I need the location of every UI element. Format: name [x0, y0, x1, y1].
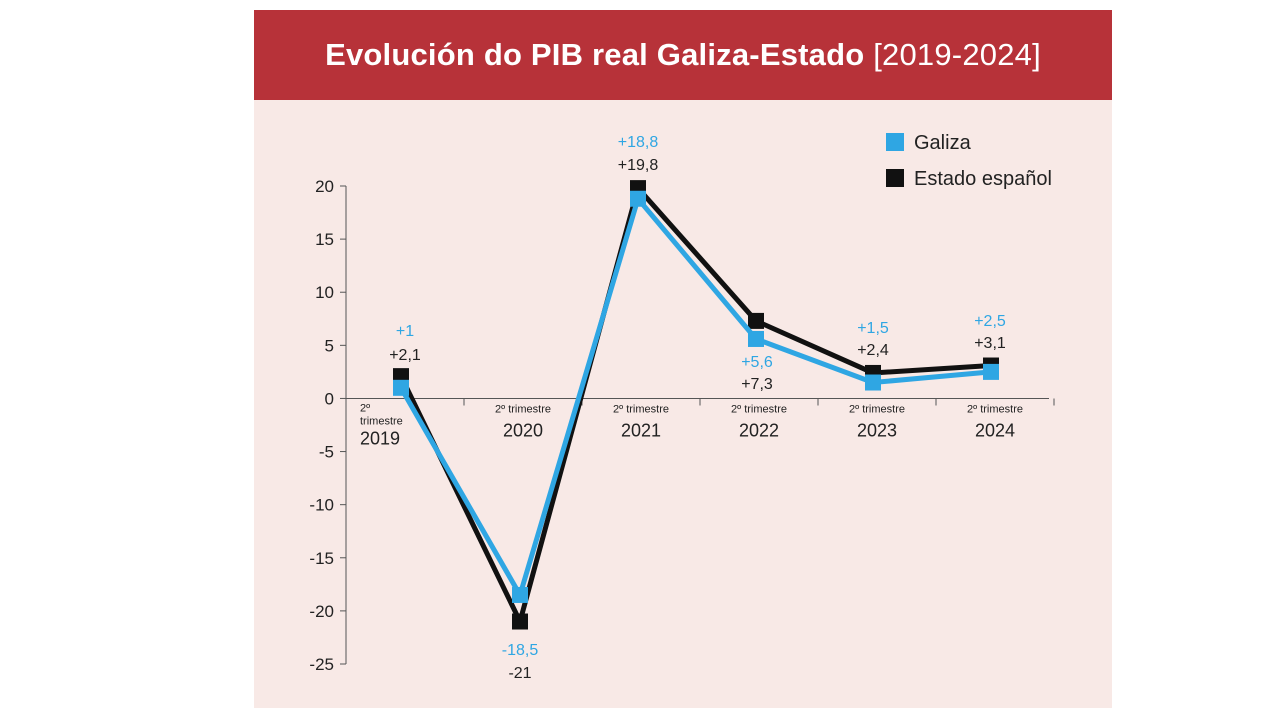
series-line-estado	[398, 183, 992, 629]
marker-estado	[512, 613, 528, 630]
y-tick-label: 5	[325, 336, 334, 355]
data-label-estado: +2,1	[389, 347, 421, 364]
x-cat-label-year: 2023	[857, 420, 897, 440]
marker-galiza	[630, 190, 646, 207]
marker-galiza	[393, 379, 409, 396]
y-tick-label: -5	[319, 443, 334, 462]
data-label-galiza: +2,5	[974, 313, 1006, 330]
x-cat-label-top: 2º	[360, 402, 370, 414]
data-label-estado: -21	[508, 665, 531, 682]
legend-label-estado: Estado español	[914, 168, 1052, 190]
legend-label-galiza: Galiza	[914, 132, 972, 154]
x-cat-label-top: 2º trimestre	[731, 403, 787, 415]
chart-title-years: [2019-2024]	[873, 37, 1041, 72]
y-tick-label: -15	[309, 549, 334, 568]
y-tick-label: -25	[309, 655, 334, 674]
chart-card: Evolución do PIB real Galiza-Estado [201…	[254, 10, 1112, 708]
y-tick-label: 0	[325, 389, 334, 408]
x-cat-label-mid: trimestre	[360, 415, 403, 427]
marker-galiza	[983, 363, 999, 380]
x-cat-label-top: 2º trimestre	[495, 403, 551, 415]
x-cat-label-year: 2021	[621, 420, 661, 440]
marker-galiza	[865, 374, 881, 391]
marker-galiza	[512, 586, 528, 603]
data-label-estado: +19,8	[618, 157, 659, 174]
data-label-estado: +7,3	[741, 376, 773, 393]
data-label-galiza: -18,5	[502, 642, 539, 659]
data-label-estado: +2,4	[857, 342, 889, 359]
y-tick-label: -10	[309, 496, 334, 515]
data-label-galiza: +1,5	[857, 320, 889, 337]
x-cat-label-year: 2019	[360, 428, 400, 448]
marker-galiza	[748, 330, 764, 347]
x-cat-label-top: 2º trimestre	[849, 403, 905, 415]
x-cat-label-top: 2º trimestre	[613, 403, 669, 415]
y-tick-label: 15	[315, 230, 334, 249]
x-cat-label-year: 2022	[739, 420, 779, 440]
data-label-galiza: +1	[396, 323, 414, 340]
data-label-galiza: +5,6	[741, 354, 773, 371]
legend-swatch-galiza	[886, 133, 904, 151]
series-line-galiza	[398, 193, 992, 602]
data-label-galiza: +18,8	[618, 134, 659, 151]
title-banner: Evolución do PIB real Galiza-Estado [201…	[254, 10, 1112, 100]
chart-title: Evolución do PIB real Galiza-Estado [201…	[325, 37, 1041, 73]
y-tick-label: 10	[315, 283, 334, 302]
chart-title-main: Evolución do PIB real Galiza-Estado	[325, 37, 865, 72]
x-cat-label-top: 2º trimestre	[967, 403, 1023, 415]
y-tick-label: 20	[315, 177, 334, 196]
x-cat-label-year: 2024	[975, 420, 1015, 440]
legend-swatch-estado	[886, 169, 904, 187]
y-tick-label: -20	[309, 602, 334, 621]
marker-estado	[748, 312, 764, 329]
x-cat-label-year: 2020	[503, 420, 543, 440]
data-label-estado: +3,1	[974, 335, 1006, 352]
